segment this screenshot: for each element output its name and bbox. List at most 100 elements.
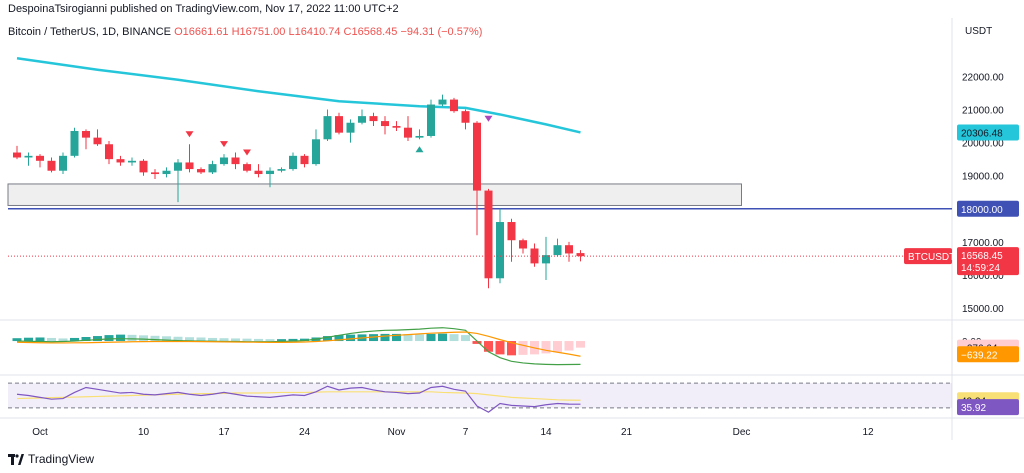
candle-body [277, 169, 286, 171]
macd-histogram-bar [150, 335, 160, 342]
candle-body [220, 157, 228, 165]
candle-body [82, 131, 90, 138]
macd-histogram-bar [93, 336, 102, 342]
candle [243, 162, 251, 173]
candle-body [335, 116, 343, 133]
candle-body [254, 170, 263, 175]
macd-histogram-bar [173, 336, 183, 342]
tradingview-logo-icon [8, 453, 24, 465]
macd-histogram-bar [438, 333, 447, 342]
price-tick-label: 21000.00 [962, 106, 1004, 117]
tradingview-footer[interactable]: TradingView [8, 452, 94, 466]
support-price-label: 18000.00 [957, 200, 1019, 217]
macd-histogram-bar [288, 338, 298, 342]
macd-histogram-bar [231, 338, 240, 342]
macd-line [16, 327, 581, 366]
macd-histogram-bar [426, 333, 436, 342]
candle-body [369, 116, 378, 122]
candle-body [24, 155, 33, 158]
macd-pane [12, 327, 585, 366]
time-tick-label: 12 [862, 427, 874, 438]
sell-marker [220, 141, 228, 148]
candle [220, 154, 228, 166]
candle [93, 129, 102, 146]
candle-body [59, 155, 67, 171]
symbol-tag-text: BTCUSDT [908, 252, 955, 263]
candle [484, 188, 493, 289]
macd-histogram-bar [472, 341, 482, 344]
candle [450, 97, 458, 113]
candle [461, 109, 470, 130]
candle-body [139, 160, 148, 173]
current-price-bg [957, 247, 1019, 276]
macd-histogram-bar [242, 338, 252, 342]
candle [381, 116, 389, 135]
candle [36, 154, 44, 168]
price-axis-currency: USDT [965, 26, 993, 37]
candle [473, 121, 481, 236]
candle-body [70, 131, 79, 156]
candle-body [519, 240, 527, 249]
support-price-label-bg [957, 200, 1019, 217]
candle-body [358, 116, 366, 123]
macd-signal-label: −639.22 [957, 346, 1019, 363]
candle [404, 116, 412, 141]
macd-histogram-bar [334, 335, 344, 342]
candle-body [461, 111, 470, 123]
macd-histogram-bar [300, 338, 309, 342]
candle [542, 236, 550, 280]
rsi-ma-line [16, 391, 581, 401]
ma-price-label-text: 20306.48 [961, 128, 1003, 139]
legend-change: −94.31 (−0.57%) [400, 26, 483, 38]
macd-histogram-bar [415, 334, 424, 342]
candle-body [392, 126, 401, 128]
candle-body [484, 190, 493, 279]
rsi-value-label-bg [957, 399, 1019, 416]
candle-body [553, 245, 562, 256]
candle-body [151, 172, 159, 175]
price-tick-label: 22000.00 [962, 72, 1004, 83]
candle [277, 167, 286, 173]
time-tick-label: 24 [299, 427, 311, 438]
candle-body [243, 164, 251, 171]
rsi-value-label: 35.92 [957, 399, 1019, 416]
candle-body [128, 160, 136, 163]
candle [496, 208, 504, 284]
pane-separators [0, 18, 1024, 440]
macd-histogram-bar [484, 341, 493, 352]
candle [530, 243, 539, 267]
price-tick-label: 16000.00 [962, 271, 1004, 282]
candle [415, 129, 424, 140]
candle-body [312, 139, 320, 165]
macd-histogram-bar [162, 336, 171, 342]
candle [174, 159, 182, 203]
macd-histogram-bar [449, 334, 459, 342]
macd-histogram-bar [12, 338, 22, 342]
time-tick-label: 10 [138, 427, 150, 438]
candle-body [289, 155, 297, 170]
candle-body [507, 222, 516, 241]
macd-histogram-bar [553, 341, 562, 353]
candle-body [415, 135, 424, 138]
candle [335, 112, 343, 135]
candle [70, 127, 79, 158]
candle [300, 154, 309, 168]
rsi-value-label-text: 35.92 [961, 403, 986, 414]
macd-histogram-bar [403, 334, 413, 342]
support-price-label-text: 18000.00 [961, 205, 1003, 216]
symbol-tag-bg [904, 248, 952, 265]
macd-histogram-bar [139, 335, 148, 342]
ma-price-label: 20306.48 [957, 124, 1019, 141]
macd-histogram-bar [346, 334, 355, 342]
candle-body [47, 160, 56, 171]
signal-line [16, 331, 581, 357]
candle-body [162, 170, 171, 175]
price-tick-label: 19000.00 [962, 172, 1004, 183]
candle-body [208, 164, 217, 173]
time-tick-label: Oct [32, 427, 48, 438]
candles [13, 94, 585, 289]
candle-body [323, 116, 332, 140]
legend-low: L16410.74 [288, 26, 341, 38]
